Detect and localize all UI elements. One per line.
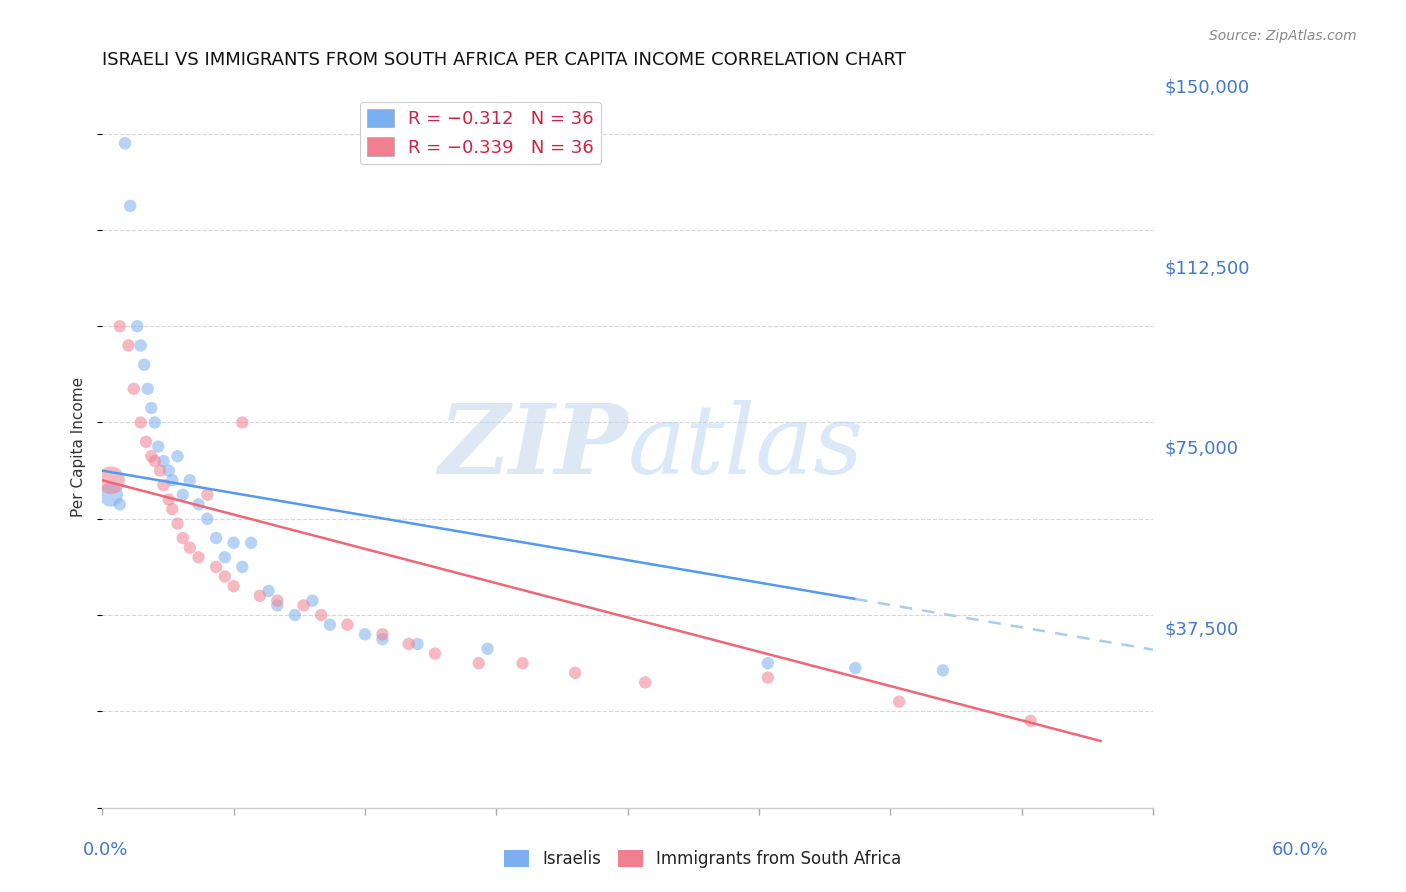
Point (266, 599, 288, 613)
Point (756, 671, 779, 685)
Point (932, 664, 955, 678)
Point (172, 531, 194, 545)
Point (231, 560, 253, 574)
Text: Source: ZipAtlas.com: Source: ZipAtlas.com (1209, 29, 1357, 43)
Point (114, 136, 136, 151)
Point (195, 488, 218, 502)
Point (166, 449, 188, 463)
Point (231, 416, 253, 430)
Point (309, 608, 332, 623)
Point (166, 516, 188, 531)
Point (257, 584, 280, 599)
Point (143, 416, 166, 430)
Point (100, 488, 122, 502)
Y-axis label: Per Capita Income: Per Capita Income (72, 376, 86, 516)
Point (319, 617, 342, 632)
Text: ISRAELI VS IMMIGRANTS FROM SOUTH AFRICA PER CAPITA INCOME CORRELATION CHART: ISRAELI VS IMMIGRANTS FROM SOUTH AFRICA … (103, 51, 905, 69)
Point (354, 627, 377, 641)
Point (152, 454, 174, 468)
Point (371, 627, 394, 641)
Point (148, 440, 170, 454)
Legend: R = −0.312   N = 36, R = −0.339   N = 36: R = −0.312 N = 36, R = −0.339 N = 36 (360, 102, 602, 164)
Point (135, 434, 157, 449)
Point (108, 497, 131, 511)
Point (887, 695, 910, 709)
Point (149, 464, 172, 478)
Point (129, 416, 152, 430)
Point (134, 358, 156, 372)
Point (512, 656, 534, 670)
Point (423, 647, 446, 661)
Point (564, 665, 586, 680)
Point (136, 382, 159, 396)
Point (127, 319, 149, 334)
Point (143, 454, 166, 468)
Point (844, 661, 866, 675)
Point (205, 531, 228, 545)
Point (406, 637, 429, 651)
Text: atlas: atlas (627, 400, 863, 493)
Point (179, 541, 201, 555)
Point (214, 550, 236, 565)
Point (222, 536, 245, 550)
Point (292, 599, 315, 613)
Point (205, 560, 228, 574)
Text: 0.0%: 0.0% (83, 840, 128, 858)
Text: 60.0%: 60.0% (1272, 840, 1329, 858)
Point (152, 478, 174, 492)
Point (266, 593, 288, 607)
Point (179, 473, 201, 487)
Point (195, 512, 218, 526)
Point (141, 401, 163, 415)
Point (100, 473, 122, 487)
Point (756, 656, 779, 670)
Point (301, 593, 323, 607)
Point (162, 473, 184, 487)
Point (172, 488, 194, 502)
Legend: Israelis, Immigrants from South Africa: Israelis, Immigrants from South Africa (498, 843, 908, 875)
Point (634, 675, 657, 690)
Point (120, 199, 142, 213)
Point (477, 641, 499, 656)
Point (398, 637, 420, 651)
Point (162, 502, 184, 516)
Point (122, 382, 145, 396)
Point (214, 569, 236, 583)
Point (371, 632, 394, 647)
Point (468, 656, 491, 670)
Point (141, 449, 163, 463)
Point (249, 589, 271, 603)
Point (284, 608, 307, 623)
Point (240, 536, 263, 550)
Point (222, 579, 245, 593)
Point (157, 464, 180, 478)
Point (157, 492, 180, 507)
Point (336, 617, 359, 632)
Point (129, 338, 152, 352)
Text: ZIP: ZIP (439, 400, 627, 493)
Point (117, 338, 139, 352)
Point (1019, 714, 1042, 728)
Point (108, 319, 131, 334)
Point (187, 497, 209, 511)
Point (187, 550, 209, 565)
